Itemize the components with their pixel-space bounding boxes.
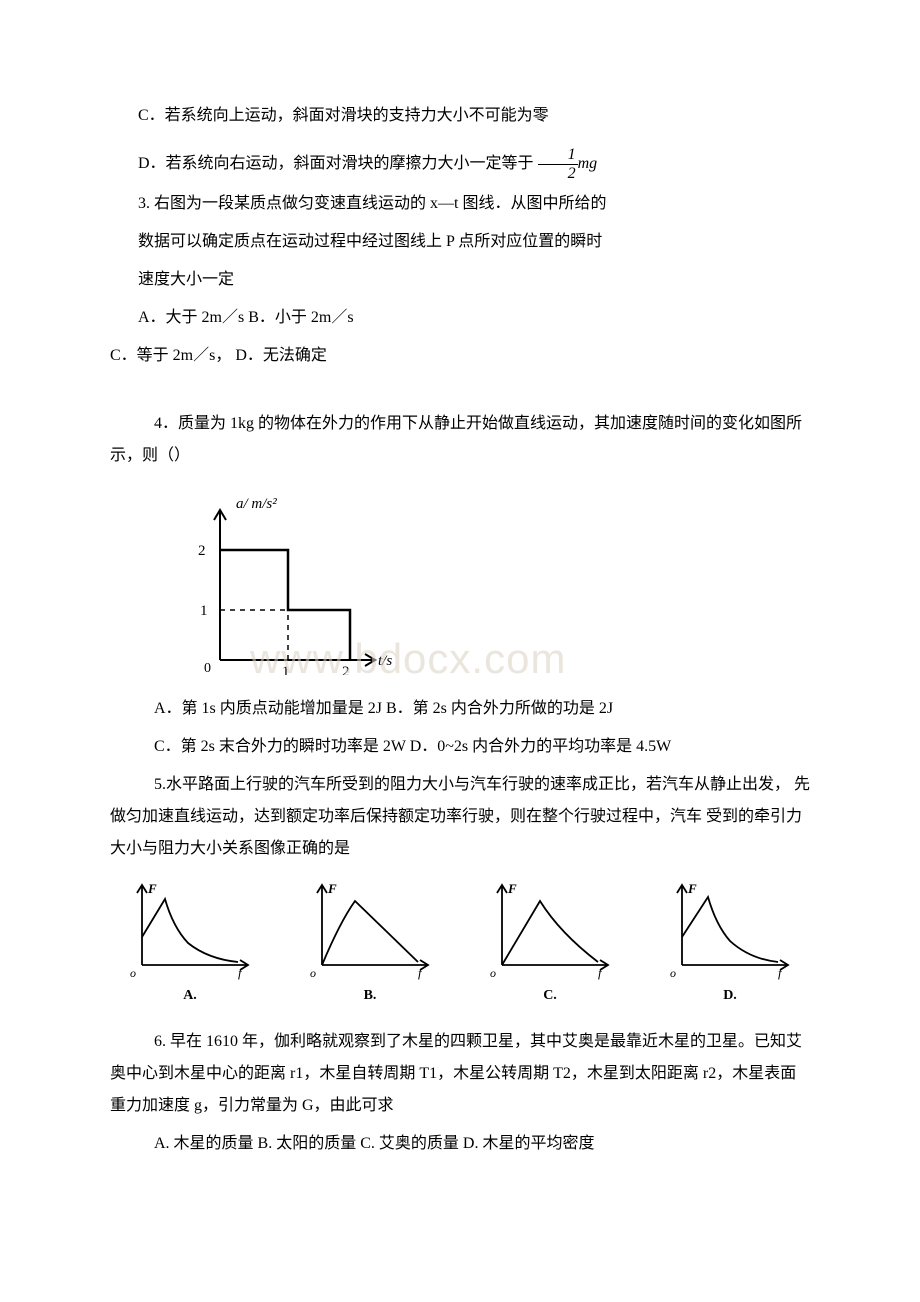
q5-opt-d: F o f D. bbox=[660, 877, 800, 1010]
x-axis-label: t/s bbox=[378, 653, 392, 669]
q5-svg-d: F o f bbox=[660, 877, 800, 982]
svg-text:F: F bbox=[327, 881, 337, 896]
q5-opt-b: F o f B. bbox=[300, 877, 440, 1010]
frac-num: 1 bbox=[538, 146, 578, 165]
q4-text: 4．质量为 1kg 的物体在外力的作用下从静止开始做直线运动，其加速度随时间的变… bbox=[110, 408, 810, 472]
q5-label-a: A. bbox=[120, 982, 260, 1010]
q4-svg: a/ m/s² 2 1 0 1 2 t/s bbox=[170, 490, 400, 675]
q5-label-b: B. bbox=[300, 982, 440, 1010]
q5-diagram-row: F o f A. F o f B. F o f bbox=[110, 877, 810, 1010]
q3-line-2: 数据可以确定质点在运动过程中经过图线上 P 点所对应位置的瞬时 bbox=[110, 226, 810, 258]
q5-label-c: C. bbox=[480, 982, 620, 1010]
svg-text:o: o bbox=[670, 966, 676, 980]
xtick-1: 1 bbox=[282, 664, 290, 675]
q3-line-3: 速度大小一定 bbox=[110, 264, 810, 296]
svg-text:F: F bbox=[147, 881, 157, 896]
q3-opts-cd: C．等于 2m／s， D．无法确定 bbox=[110, 340, 810, 372]
xtick-2: 2 bbox=[342, 664, 350, 675]
q5-label-d: D. bbox=[660, 982, 800, 1010]
origin: 0 bbox=[204, 661, 211, 675]
svg-text:F: F bbox=[507, 881, 517, 896]
svg-text:o: o bbox=[310, 966, 316, 980]
q5-text: 5.水平路面上行驶的汽车所受到的阻力大小与汽车行驶的速率成正比，若汽车从静止出发… bbox=[110, 769, 810, 865]
q6-opts: A. 木星的质量 B. 太阳的质量 C. 艾奥的质量 D. 木星的平均密度 bbox=[110, 1128, 810, 1160]
q3-opts-ab: A．大于 2m／s B．小于 2m／s bbox=[110, 302, 810, 334]
frac-den: 2 bbox=[538, 165, 578, 183]
q5-svg-c: F o f bbox=[480, 877, 620, 982]
q5-opt-c: F o f C. bbox=[480, 877, 620, 1010]
svg-text:o: o bbox=[130, 966, 136, 980]
svg-text:o: o bbox=[490, 966, 496, 980]
y-axis-label: a/ m/s² bbox=[236, 496, 277, 512]
fraction-one-half: 1 2 bbox=[538, 146, 578, 182]
q5-svg-b: F o f bbox=[300, 877, 440, 982]
q5-opt-a: F o f A. bbox=[120, 877, 260, 1010]
q4-opts-cd: C．第 2s 末合外力的瞬时功率是 2W D．0~2s 内合外力的平均功率是 4… bbox=[110, 731, 810, 763]
q3-line-1: 3. 右图为一段某质点做匀变速直线运动的 x—t 图线．从图中所给的 bbox=[110, 188, 810, 220]
svg-text:F: F bbox=[687, 881, 697, 896]
q4-diagram: a/ m/s² 2 1 0 1 2 t/s bbox=[170, 490, 810, 675]
q6-text: 6. 早在 1610 年，伽利略就观察到了木星的四颗卫星，其中艾奥是最靠近木星的… bbox=[110, 1026, 810, 1122]
q2-opt-d: D．若系统向右运动，斜面对滑块的摩擦力大小一定等于 1 2 mg bbox=[110, 146, 810, 182]
ytick-2: 2 bbox=[198, 543, 206, 559]
q5-svg-a: F o f bbox=[120, 877, 260, 982]
mg: mg bbox=[578, 155, 598, 172]
q2-opt-c: C．若系统向上运动，斜面对滑块的支持力大小不可能为零 bbox=[110, 100, 810, 132]
ytick-1: 1 bbox=[200, 603, 208, 619]
q2-opt-d-text: D．若系统向右运动，斜面对滑块的摩擦力大小一定等于 bbox=[138, 155, 534, 172]
q4-opts-ab: A．第 1s 内质点动能增加量是 2J B．第 2s 内合外力所做的功是 2J bbox=[110, 693, 810, 725]
